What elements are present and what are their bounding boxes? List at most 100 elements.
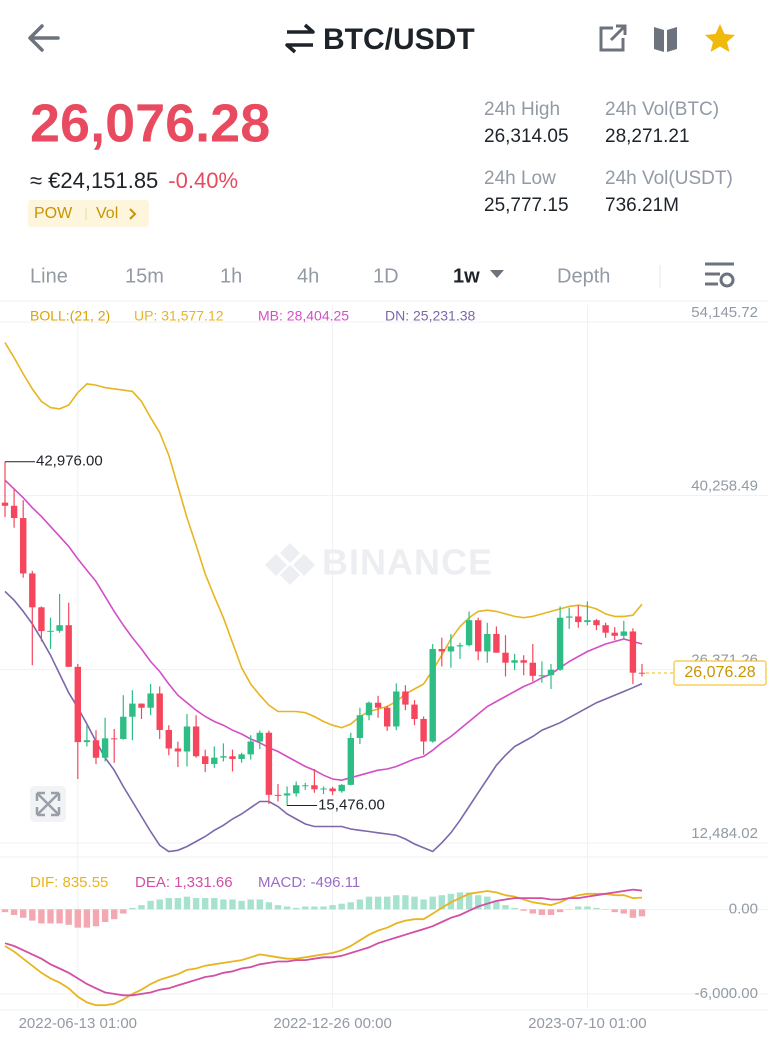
macd-bar [356,899,364,910]
share-icon[interactable] [599,24,627,52]
candle-body [520,660,527,663]
macd-bar [347,902,354,910]
macd-bar [101,909,109,923]
tag[interactable]: POW [34,205,73,222]
macd-bar [256,899,263,910]
x-tick-label: 2022-12-26 00:00 [273,1015,391,1032]
candle-body [547,669,555,676]
price-change: -0.40% [168,168,238,193]
last-price: 26,076.28 [30,93,270,153]
macd-bar [611,909,618,913]
candle-body [475,620,482,652]
macd-bar [593,907,600,910]
macd-bar [238,900,245,910]
macd-bar [584,906,591,910]
macd-bar [575,906,582,910]
boll-line [4,479,643,782]
candle-body [620,631,627,636]
tag[interactable]: Vol [96,205,118,222]
stat-value: 736.21M [605,195,679,216]
macd-bar [74,909,81,928]
y-tick-label: 54,145.72 [691,304,758,321]
candle-body [438,648,445,652]
candle-body [311,785,318,790]
tab[interactable]: 1h [220,265,242,287]
candle-body [274,794,282,796]
candle-body [165,729,172,749]
candle-body [484,633,491,652]
macd-bar [220,899,227,910]
candle-body [638,672,646,674]
macd-bar [556,909,564,913]
swap-icon[interactable] [285,23,315,54]
tab[interactable]: 4h [297,265,319,287]
candle-body [384,707,391,727]
tab[interactable]: Depth [557,265,610,287]
x-tick-label: 2023-07-10 01:00 [528,1015,646,1032]
x-tick-label: 2022-06-13 01:00 [19,1015,137,1032]
y-tick-label: 12,484.02 [691,825,758,842]
expand-button[interactable] [30,786,66,822]
candle-body [302,785,309,787]
book-icon[interactable] [654,27,677,52]
indicator-label: BOLL:(21, 2) [30,308,110,324]
macd-bar [211,898,218,910]
fiat-value: ≈ €24,151.85 [30,168,158,193]
macd-bar [229,899,236,910]
macd-bar [338,903,345,910]
macd-bar [475,895,482,910]
boll-line [4,590,643,853]
macd-bar [1,909,9,913]
legend-entry: MACD: -496.11 [258,874,360,891]
macd-bar [311,906,318,910]
chart-settings[interactable] [705,262,735,288]
candle-body [584,620,591,623]
tab-active[interactable]: 1w [453,265,480,287]
macd-bar [629,909,637,918]
macd-line [4,890,643,1007]
y-tick-label: 0.00 [729,900,758,917]
candle-body [320,788,327,790]
candle-body [101,738,109,758]
legend-entry: DIF: 835.55 [30,874,108,891]
plot: 12,484.0226,371.2640,258.4954,145.72-6,0… [0,304,768,1032]
macd-bar [38,909,45,924]
candle-body [293,785,300,794]
macd-bar [56,909,63,924]
macd-bar [192,898,200,910]
macd-bar [274,905,282,910]
macd-bar [529,909,536,914]
macd-bar [302,906,309,910]
macd-bar [283,906,291,910]
macd-bar [384,896,391,910]
favorite-star[interactable] [705,24,735,52]
candle-body [556,617,564,670]
tab[interactable]: Line [30,265,68,287]
macd-bar [120,909,127,914]
macd-bar [293,907,300,910]
stat-label: 24h Vol(USDT) [605,168,733,189]
candle-body [120,716,127,739]
candle-body [329,788,336,792]
tab[interactable]: 15m [125,265,164,287]
tab-caret [490,270,504,278]
macd-bar [202,898,209,910]
tab[interactable]: 1D [373,265,399,287]
candle-body [374,702,382,708]
y-tick-label: 40,258.49 [691,478,758,495]
macd-bar [438,895,445,910]
macd-bar [502,905,509,910]
candle-body [229,756,236,759]
candle-body [111,738,118,740]
candle-body [74,666,81,743]
macd-bar [320,906,327,910]
candle-body [629,631,637,673]
back-button[interactable] [28,24,60,52]
candle-body [356,715,364,738]
candle-body [1,502,9,506]
macd-bar [411,896,418,910]
candle-body [56,625,63,631]
macd-bar [183,896,191,910]
macd-bar [111,909,118,920]
macd-bar [65,909,72,925]
